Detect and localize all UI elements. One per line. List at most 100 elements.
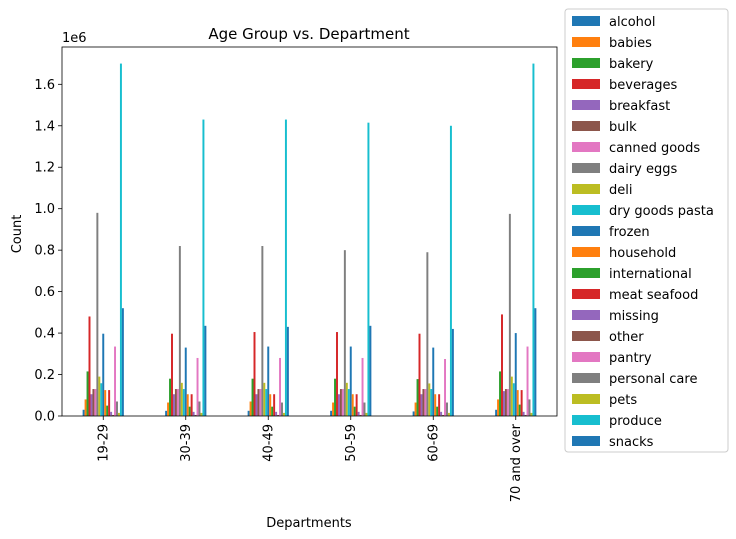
bar bbox=[100, 383, 103, 416]
y-offset-label: 1e6 bbox=[62, 31, 87, 46]
bar bbox=[174, 389, 177, 416]
bar bbox=[198, 401, 201, 416]
legend-swatch bbox=[572, 415, 600, 425]
bar bbox=[169, 378, 172, 416]
bar bbox=[279, 357, 282, 416]
legend-swatch bbox=[572, 394, 600, 404]
bar bbox=[171, 333, 173, 416]
bar bbox=[110, 411, 113, 416]
bar bbox=[444, 358, 447, 416]
plot-area: 19-29 30-39 40-49 50-59 60-69 70 and over 0.0 0… bbox=[34, 46, 558, 502]
bar bbox=[343, 250, 346, 416]
bar bbox=[367, 122, 370, 417]
bar bbox=[114, 346, 117, 416]
bar bbox=[432, 347, 435, 416]
bar bbox=[516, 390, 519, 416]
legend-swatch bbox=[572, 100, 600, 110]
legend-label: personal care bbox=[609, 372, 697, 387]
y-tick-label: 1.0 bbox=[34, 202, 55, 217]
bar bbox=[84, 399, 87, 416]
legend-label: alcohol bbox=[609, 15, 655, 30]
bar bbox=[357, 411, 360, 416]
bar bbox=[416, 379, 419, 416]
bar bbox=[192, 411, 195, 416]
bar bbox=[286, 326, 289, 416]
bar bbox=[269, 394, 272, 416]
x-tick-label: 60-69 bbox=[426, 424, 441, 462]
legend-swatch bbox=[572, 226, 600, 236]
y-tick-label: 1.6 bbox=[34, 78, 55, 93]
bar bbox=[428, 383, 431, 416]
bar bbox=[414, 402, 417, 416]
axes-frame bbox=[61, 46, 558, 417]
bar bbox=[184, 347, 187, 416]
bar bbox=[420, 394, 423, 416]
y-tick-label: 0.4 bbox=[34, 327, 55, 342]
bar bbox=[259, 389, 262, 416]
bar bbox=[499, 371, 502, 416]
bar bbox=[526, 346, 529, 416]
bar bbox=[182, 389, 185, 416]
legend-label: snacks bbox=[609, 435, 654, 450]
bar bbox=[172, 394, 175, 416]
legend-swatch bbox=[572, 184, 600, 194]
bar bbox=[106, 405, 109, 416]
legend-label: canned goods bbox=[609, 141, 700, 156]
legend-swatch bbox=[572, 331, 600, 341]
bar bbox=[347, 389, 350, 416]
bar bbox=[275, 411, 278, 416]
bar bbox=[121, 308, 124, 416]
bar bbox=[194, 414, 197, 416]
bar bbox=[353, 406, 356, 416]
bar bbox=[257, 389, 260, 416]
bar bbox=[90, 394, 93, 416]
x-tick-label: 30-39 bbox=[179, 424, 194, 462]
bar bbox=[497, 399, 500, 416]
y-axis-label: Count bbox=[10, 215, 25, 254]
bar bbox=[96, 212, 99, 416]
legend: alcohol babies bakery beverages breakfast bul… bbox=[564, 8, 729, 453]
legend-label: beverages bbox=[609, 78, 678, 93]
legend-swatch bbox=[572, 37, 600, 47]
legend-label: bulk bbox=[609, 120, 637, 135]
bar bbox=[88, 316, 91, 416]
bar bbox=[332, 402, 335, 416]
bar bbox=[412, 411, 415, 416]
bar bbox=[251, 378, 254, 416]
y-tick-label: 1.4 bbox=[34, 119, 55, 134]
bar bbox=[200, 412, 203, 416]
legend-label: dry goods pasta bbox=[609, 204, 714, 219]
x-tick-label: 19-29 bbox=[96, 424, 111, 462]
legend-swatch bbox=[572, 289, 600, 299]
bar bbox=[271, 406, 274, 416]
legend-swatch bbox=[572, 310, 600, 320]
bar bbox=[334, 378, 337, 416]
bar bbox=[451, 328, 454, 416]
bar bbox=[102, 333, 105, 416]
bar bbox=[530, 412, 533, 416]
legend-swatch bbox=[572, 352, 600, 362]
bar bbox=[447, 412, 450, 416]
bar bbox=[196, 357, 199, 416]
bar bbox=[330, 410, 333, 416]
y-tick-label: 1.2 bbox=[34, 161, 55, 176]
bar bbox=[446, 402, 448, 416]
bar bbox=[361, 357, 364, 416]
bar bbox=[436, 406, 439, 416]
y-tick-label: 0.2 bbox=[34, 368, 55, 383]
legend-swatch bbox=[572, 247, 600, 257]
bar bbox=[534, 308, 537, 416]
x-tick-label: 40-49 bbox=[261, 424, 276, 462]
bar bbox=[438, 394, 441, 416]
bar bbox=[247, 410, 250, 416]
bar bbox=[495, 409, 498, 416]
bar bbox=[94, 389, 97, 416]
bar bbox=[336, 332, 338, 416]
legend-label: other bbox=[609, 330, 644, 345]
bar bbox=[190, 394, 193, 416]
legend-label: pantry bbox=[609, 351, 652, 366]
bar bbox=[98, 376, 101, 416]
bar bbox=[522, 411, 525, 416]
chart-title: Age Group vs. Department bbox=[208, 25, 409, 43]
